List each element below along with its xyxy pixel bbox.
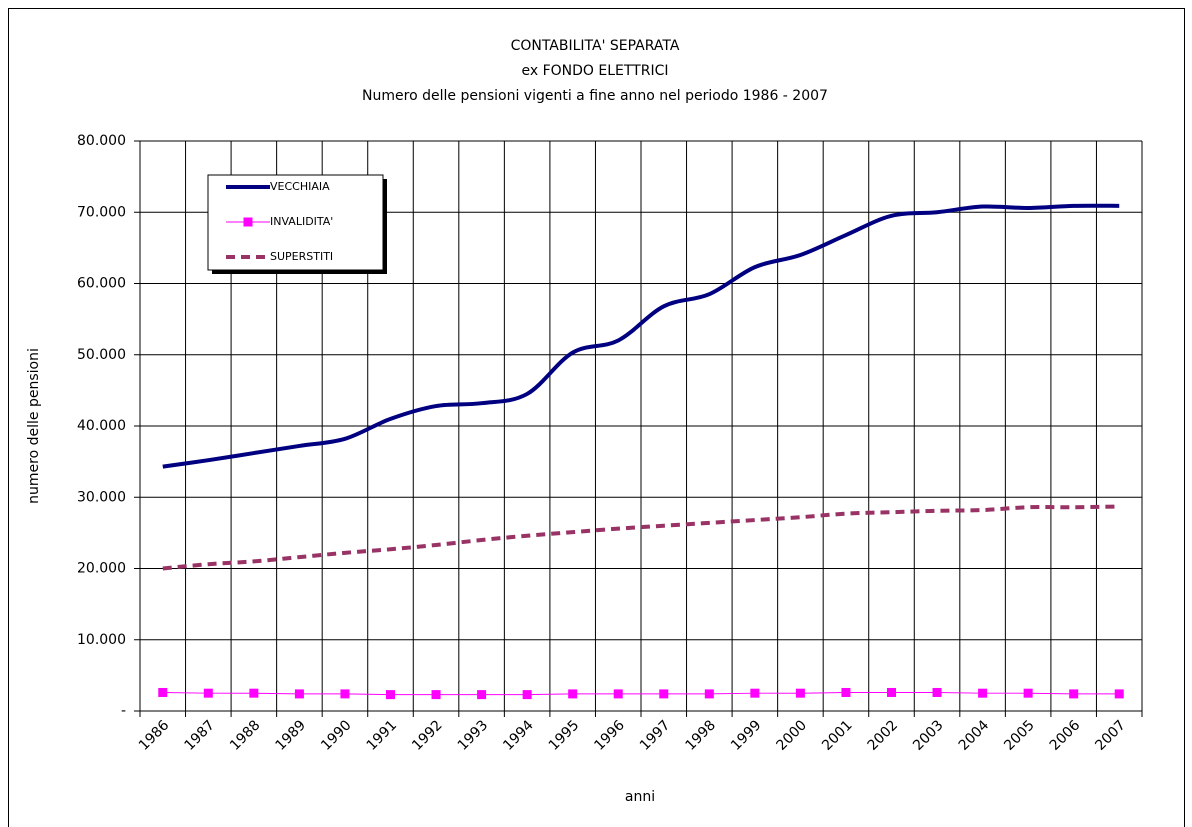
y-tick-label: 10.000 bbox=[77, 632, 126, 648]
x-tick-label: 1991 bbox=[364, 717, 401, 754]
marker bbox=[203, 688, 213, 698]
y-tick-label: 20.000 bbox=[77, 561, 126, 577]
marker bbox=[1114, 689, 1124, 699]
x-tick-label: 1986 bbox=[136, 717, 173, 754]
chart-title: CONTABILITA' SEPARATA bbox=[511, 38, 680, 54]
series-line bbox=[162, 203, 1120, 469]
marker bbox=[659, 689, 669, 699]
x-tick-label: 2006 bbox=[1047, 717, 1084, 754]
marker bbox=[795, 688, 805, 698]
x-tick-label: 2001 bbox=[819, 717, 856, 754]
marker bbox=[386, 690, 395, 700]
marker bbox=[522, 690, 532, 700]
x-tick-label: 1998 bbox=[682, 717, 719, 754]
legend-label: VECCHIAIA bbox=[270, 180, 330, 193]
marker bbox=[887, 687, 896, 697]
marker bbox=[249, 688, 259, 698]
legend-label: INVALIDITA' bbox=[270, 215, 333, 228]
marker bbox=[704, 689, 714, 699]
x-tick-label: 1988 bbox=[227, 717, 264, 754]
x-tick-label: 2003 bbox=[910, 717, 947, 754]
y-tick-label: 60.000 bbox=[77, 276, 126, 292]
marker bbox=[568, 689, 578, 699]
marker bbox=[477, 690, 487, 700]
x-tick-label: 1997 bbox=[637, 717, 674, 754]
x-tick-label: 2007 bbox=[1092, 717, 1129, 754]
marker bbox=[1023, 688, 1033, 698]
marker bbox=[978, 688, 988, 698]
x-tick-label: 1994 bbox=[500, 717, 537, 754]
marker bbox=[613, 689, 623, 699]
x-tick-label: 2000 bbox=[774, 717, 811, 754]
x-axis-label: anni bbox=[625, 789, 655, 805]
series-line bbox=[162, 504, 1120, 571]
marker bbox=[294, 689, 304, 699]
chart-title: Numero delle pensioni vigenti a fine ann… bbox=[362, 88, 828, 104]
x-tick-label: 1996 bbox=[591, 717, 628, 754]
chart-title: ex FONDO ELETTRICI bbox=[521, 63, 668, 79]
x-tick-label: 1992 bbox=[409, 717, 446, 754]
x-tick-label: 1995 bbox=[546, 717, 583, 754]
y-tick-label: - bbox=[121, 703, 126, 719]
marker bbox=[340, 689, 350, 699]
marker bbox=[431, 690, 441, 700]
marker bbox=[841, 687, 851, 697]
y-tick-label: 40.000 bbox=[77, 418, 126, 434]
legend-marker bbox=[243, 217, 253, 227]
x-tick-label: 2002 bbox=[865, 717, 902, 754]
marker bbox=[932, 687, 942, 697]
x-tick-label: 1993 bbox=[455, 717, 492, 754]
legend-label: SUPERSTITI bbox=[270, 250, 333, 263]
y-axis-label: numero delle pensioni bbox=[26, 348, 42, 504]
y-tick-label: 80.000 bbox=[77, 133, 126, 149]
x-tick-label: 1987 bbox=[181, 717, 218, 754]
x-tick-label: 1989 bbox=[273, 717, 310, 754]
x-tick-label: 2005 bbox=[1001, 717, 1038, 754]
y-tick-label: 30.000 bbox=[77, 489, 126, 505]
x-tick-label: 1999 bbox=[728, 717, 765, 754]
x-tick-label: 1990 bbox=[318, 717, 355, 754]
y-tick-label: 50.000 bbox=[77, 347, 126, 363]
y-tick-label: 70.000 bbox=[77, 204, 126, 220]
series-line bbox=[162, 691, 1120, 696]
x-tick-label: 2004 bbox=[956, 717, 993, 754]
chart-frame bbox=[8, 8, 1185, 827]
marker bbox=[1069, 689, 1079, 699]
marker bbox=[750, 688, 760, 698]
marker bbox=[158, 687, 168, 697]
